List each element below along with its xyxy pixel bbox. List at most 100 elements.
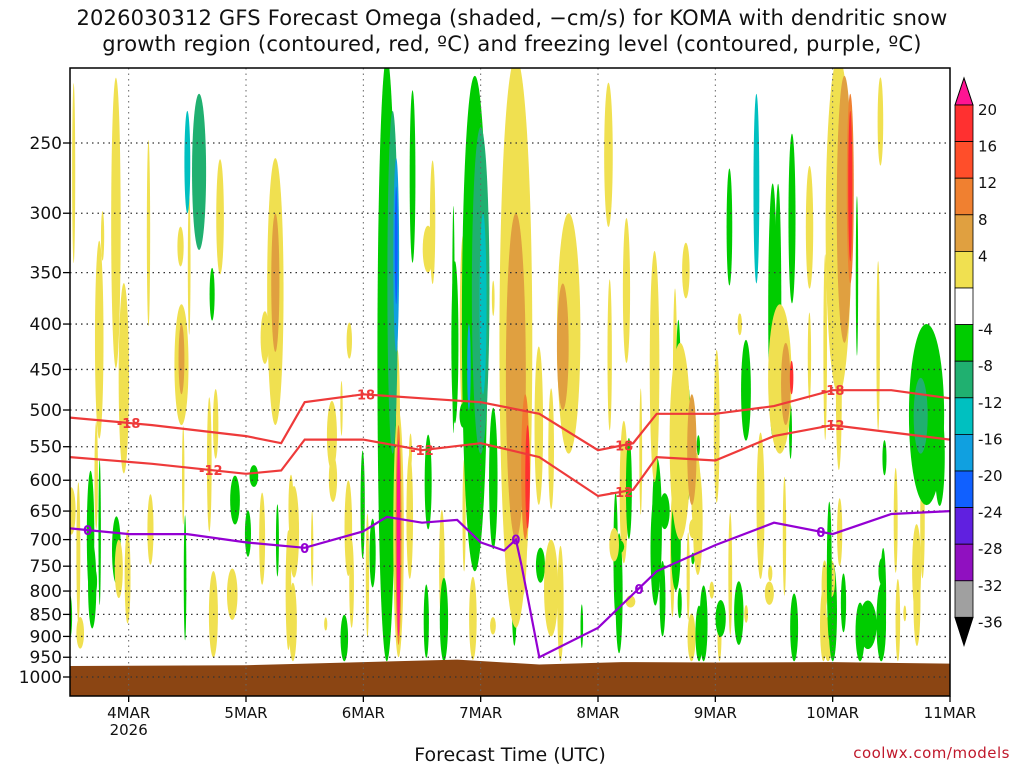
omega-cell — [855, 196, 859, 356]
omega-cell — [469, 576, 477, 660]
omega-feature — [505, 213, 526, 540]
omega-cell — [209, 267, 215, 321]
omega-feature — [271, 213, 280, 352]
omega-cell — [877, 77, 884, 166]
omega-cell — [820, 588, 827, 662]
omega-cell — [439, 577, 449, 662]
omega-cell — [226, 568, 238, 620]
omega-cell — [328, 455, 338, 502]
omega-cell — [788, 133, 796, 304]
omega-cell — [677, 587, 682, 619]
ground-fill — [70, 659, 950, 696]
contour--18 — [70, 389, 950, 452]
colorbar-label: -20 — [978, 467, 1003, 485]
colorbar-label: -4 — [978, 321, 993, 339]
omega-cell — [615, 533, 623, 654]
omega-feature — [396, 439, 401, 637]
y-tick-label: 950 — [30, 648, 62, 668]
y-tick-label: 500 — [30, 401, 62, 421]
omega-cell — [360, 450, 365, 559]
omega-cell — [187, 194, 191, 335]
omega-cell — [489, 407, 498, 550]
omega-cell — [893, 467, 898, 573]
omega-cell — [340, 614, 349, 662]
omega-cell — [726, 168, 733, 286]
omega-cell — [682, 242, 690, 299]
y-axis-ticks: 2503003504004505005506006507007508008509… — [19, 134, 70, 688]
contour-label: -12 — [610, 486, 634, 501]
contour-label: 0 — [511, 534, 520, 549]
colorbar-swatch — [954, 324, 974, 362]
omega-cell — [365, 513, 370, 638]
omega-cell — [340, 380, 343, 436]
x-tick-label: 2026 — [110, 721, 148, 739]
contour-label: -18 — [352, 388, 376, 403]
omega-cell — [118, 283, 130, 474]
y-tick-label: 450 — [30, 360, 62, 380]
x-tick-label: 9MAR — [694, 704, 737, 722]
y-tick-label: 600 — [30, 471, 62, 491]
omega-cell — [346, 322, 352, 359]
chart-title-line2: growth region (contoured, red, ºC) and f… — [102, 32, 922, 56]
omega-feature — [525, 425, 530, 529]
omega-cell — [625, 437, 632, 540]
omega-cell — [76, 482, 81, 623]
y-tick-label: 900 — [30, 627, 62, 647]
colorbar-label: 8 — [978, 211, 988, 229]
omega-cell — [895, 578, 901, 662]
omega-cell — [826, 501, 832, 640]
omega-cell — [409, 90, 416, 263]
colorbar-swatch — [954, 360, 974, 399]
omega-cell — [687, 613, 696, 662]
contour-label: 0 — [300, 542, 309, 557]
contour--12 — [70, 423, 950, 498]
omega-cell — [840, 573, 847, 633]
omega-cell — [259, 492, 266, 585]
contour-label: -18 — [117, 417, 141, 432]
y-tick-label: 700 — [30, 531, 62, 551]
plot-frame — [69, 67, 951, 697]
omega-cell — [181, 425, 185, 525]
omega-cell — [244, 510, 251, 557]
contour-label: -18 — [610, 440, 634, 455]
omega-cell — [424, 434, 432, 530]
colorbar-swatch — [954, 104, 974, 142]
colorbar-swatch — [954, 507, 974, 545]
omega-feature — [467, 324, 471, 411]
y-tick-label: 300 — [30, 204, 62, 224]
colorbar-swatch — [954, 177, 974, 216]
y-tick-label: 800 — [30, 582, 62, 602]
omega-cell — [534, 346, 544, 505]
omega-cell — [183, 515, 187, 641]
omega-feature — [789, 360, 794, 395]
omega-cell — [764, 581, 774, 605]
colorbar-swatch — [954, 141, 974, 179]
omega-cell — [213, 389, 219, 459]
omega-cell — [686, 532, 690, 620]
contour-label: 0 — [83, 524, 92, 539]
omega-cell — [288, 486, 300, 578]
x-tick-label: 10MAR — [806, 704, 859, 722]
omega-feature — [659, 561, 666, 637]
colorbar-swatch — [954, 397, 974, 435]
omega-cell — [94, 240, 104, 439]
omega-cell — [92, 569, 98, 594]
omega-feature — [178, 324, 185, 395]
chart-title-line1: 2026030312 GFS Forecast Omega (shaded, −… — [76, 6, 948, 30]
omega-cell — [639, 388, 643, 515]
credit-text: coolwx.com/models — [853, 744, 1010, 762]
contour-lines — [70, 389, 950, 659]
ground-base — [70, 692, 950, 696]
omega-cell — [805, 165, 814, 289]
omega-cell — [652, 457, 662, 596]
omega-cell — [324, 617, 328, 631]
colorbar-label: 20 — [978, 101, 997, 119]
colorbar-swatch — [954, 580, 974, 618]
x-tick-label: 6MAR — [342, 704, 385, 722]
x-tick-label: 5MAR — [224, 704, 267, 722]
omega-cell — [768, 565, 773, 582]
contour-label: -12 — [199, 464, 223, 479]
omega-cell — [649, 250, 660, 483]
x-tick-label: 11MAR — [924, 704, 977, 722]
omega-feature — [848, 110, 853, 262]
